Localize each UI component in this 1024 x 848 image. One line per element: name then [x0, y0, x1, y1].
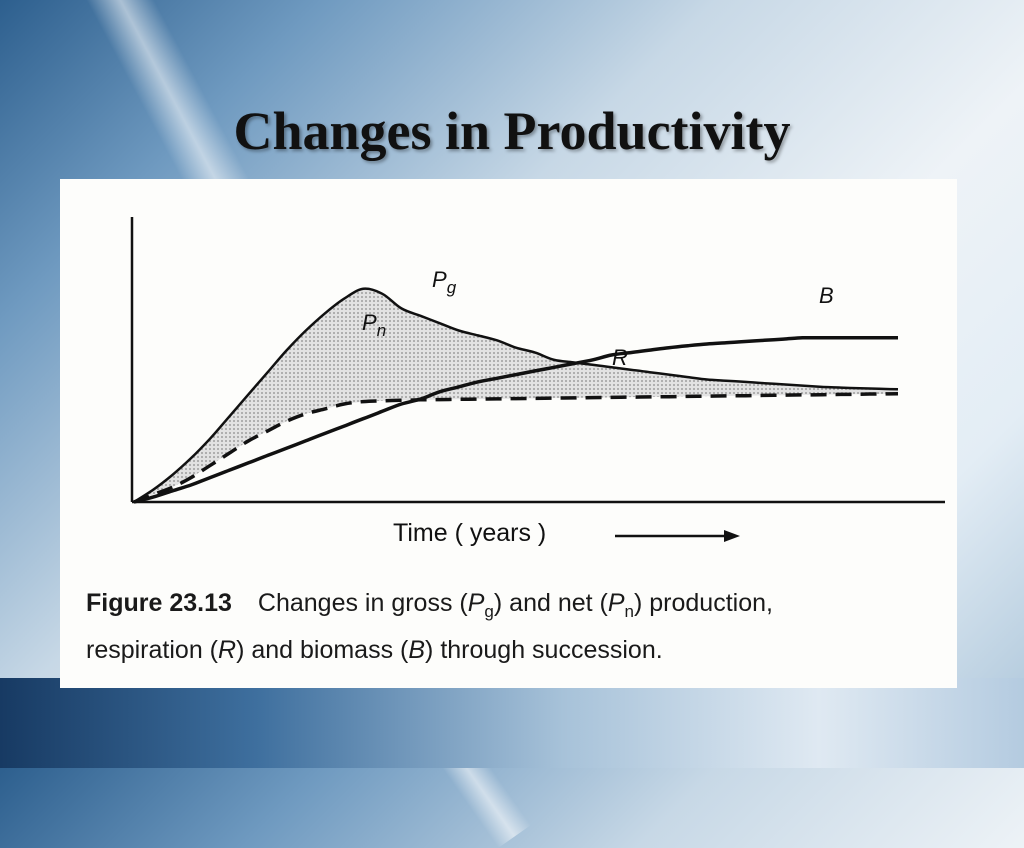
biomass-line [133, 335, 898, 504]
area-label-pn: Pn [362, 310, 386, 340]
series-label-b: B [819, 283, 834, 308]
respiration-line [133, 391, 899, 504]
figure-number: Figure 23.13 [86, 589, 232, 617]
background-band [0, 678, 1024, 768]
caption-line-1: Figure 23.13 Changes in gross (Pg) and ne… [86, 589, 773, 621]
slide-title: Changes in Productivity [233, 101, 791, 161]
caption-line-2: respiration (R) and biomass (B) through … [86, 636, 663, 664]
series-label-pg: Pg [432, 267, 457, 297]
series-label-r: R [612, 345, 628, 370]
gross-production-line [133, 287, 899, 504]
figure-panel: Pg Pn R B Time ( years ) Figure 23.13 Cha… [60, 179, 957, 688]
x-axis-arrowhead [724, 530, 740, 542]
figure-caption: Figure 23.13 Changes in gross (Pg) and ne… [86, 584, 946, 669]
x-axis-label: Time ( years ) [393, 519, 546, 547]
succession-chart: Pg Pn R B Time ( years ) [130, 217, 945, 547]
net-production-area [134, 288, 898, 502]
